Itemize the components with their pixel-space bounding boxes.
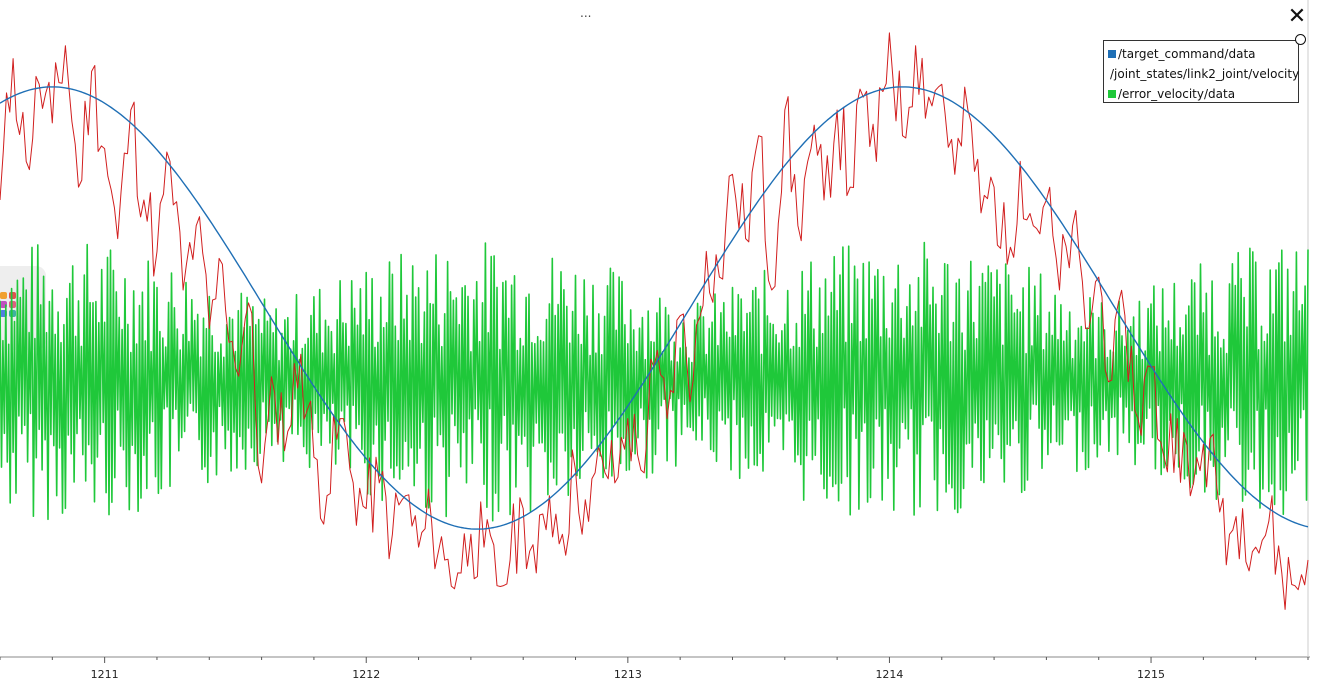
legend-label: /error_velocity/data: [1118, 87, 1236, 101]
series-error-velocity: [0, 241, 1309, 522]
series-line: [0, 241, 1309, 522]
series-joint-velocity: [0, 32, 1309, 610]
legend-item-error-velocity: /error_velocity/data: [1104, 84, 1298, 104]
x-axis-ticks: 1211 1212 1213 1214 1215: [0, 657, 1309, 681]
series-line: [0, 32, 1309, 610]
legend-label: /joint_states/link2_joint/velocity: [1110, 67, 1300, 81]
legend-item-target-command: /target_command/data: [1104, 44, 1298, 64]
legend[interactable]: /target_command/data /joint_states/link2…: [1103, 40, 1299, 103]
series-line: [0, 86, 1309, 530]
x-tick-label: 1211: [91, 668, 119, 681]
close-icon: ✕: [1287, 4, 1307, 29]
legend-label: /target_command/data: [1118, 47, 1256, 61]
legend-swatch: [1108, 90, 1116, 98]
window-title-dots: ...: [580, 6, 592, 20]
x-tick-label: 1215: [1137, 668, 1165, 681]
x-tick-label: 1214: [875, 668, 903, 681]
x-tick-label: 1212: [352, 668, 380, 681]
series-target-command: [0, 86, 1309, 530]
legend-swatch: [1108, 50, 1116, 58]
x-tick-label: 1213: [614, 668, 642, 681]
close-button[interactable]: ✕: [1284, 4, 1310, 30]
legend-item-joint-velocity: /joint_states/link2_joint/velocity: [1104, 64, 1300, 84]
legend-resize-handle[interactable]: [1295, 34, 1306, 45]
